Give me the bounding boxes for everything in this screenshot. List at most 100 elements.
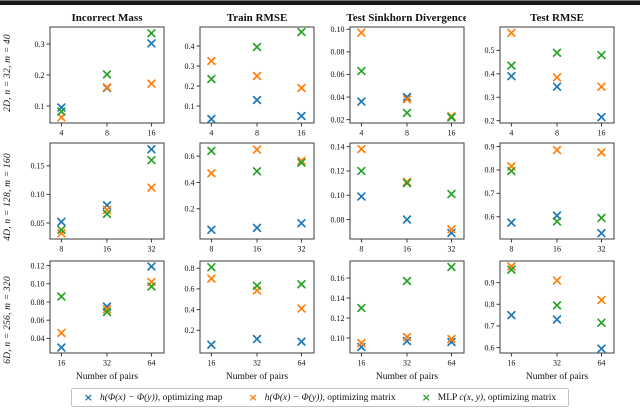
y-tick-label: 0.9 bbox=[485, 142, 495, 151]
y-tick-label: 0.10 bbox=[31, 190, 45, 199]
x-tick-label: 8 bbox=[105, 129, 109, 138]
data-point-marker bbox=[207, 146, 216, 156]
data-point-marker bbox=[207, 114, 216, 124]
x-axis: 4 8 16 bbox=[359, 123, 455, 138]
row-label-text: 6D, n = 256, m = 320 bbox=[3, 276, 14, 364]
y-tick-label: 0.4 bbox=[185, 305, 195, 314]
data-point-marker bbox=[252, 223, 262, 233]
x-tick-label: 16 bbox=[57, 359, 65, 368]
y-tick-label: 0.15 bbox=[31, 162, 45, 171]
data-point-marker bbox=[207, 340, 216, 349]
x-axis: 4 8 16 bbox=[209, 123, 305, 138]
subplot-canvas: 0.6 0.7 0.8 0.9 8 16 32 bbox=[485, 142, 615, 254]
data-point-marker bbox=[447, 189, 456, 199]
y-tick-label: 0.08 bbox=[331, 48, 345, 57]
x-tick-label: 64 bbox=[297, 359, 305, 368]
x-tick-label: 64 bbox=[147, 359, 155, 368]
data-point-marker bbox=[297, 111, 306, 121]
data-point-marker bbox=[57, 292, 66, 301]
data-point-marker bbox=[507, 28, 516, 38]
data-point-marker bbox=[402, 215, 412, 224]
data-point-marker bbox=[597, 228, 606, 238]
legend-marker-icon: × bbox=[248, 391, 258, 404]
data-point-marker bbox=[57, 225, 66, 235]
legend-item-0: × h(Φ(x) − Φ(y)), optimizing map bbox=[84, 392, 223, 403]
data-point-marker bbox=[207, 274, 216, 283]
series-1 bbox=[207, 145, 306, 178]
x-tick-label: 8 bbox=[509, 245, 513, 254]
subplot-canvas: 0.08 0.10 0.12 0.14 8 16 32 bbox=[331, 142, 465, 254]
legend-marker-icon: × bbox=[83, 391, 94, 404]
subplot-canvas: 0.6 0.7 0.8 0.9 16 32 64 Number of pairs bbox=[485, 260, 615, 382]
data-point-marker bbox=[552, 315, 562, 324]
series-0 bbox=[357, 336, 456, 352]
y-tick-label: 0.5 bbox=[485, 46, 495, 55]
data-point-marker bbox=[252, 42, 262, 52]
legend-label: h(Φ(x) − Φ(y)), optimizing map bbox=[100, 392, 223, 403]
legend-marker-icon: × bbox=[421, 391, 431, 404]
series-0 bbox=[507, 71, 606, 122]
plot-row-2: 6D, n = 256, m = 320 0.04 0.06 0.08 0.10 0.12… bbox=[0, 256, 640, 384]
series-1 bbox=[207, 56, 306, 93]
y-tick-label: 0.05 bbox=[31, 219, 45, 228]
data-point-marker bbox=[147, 145, 156, 154]
y-tick-label: 0.12 bbox=[31, 261, 45, 270]
data-point-marker bbox=[207, 168, 216, 178]
top-border bbox=[0, 0, 640, 5]
y-tick-label: 0.3 bbox=[485, 93, 495, 102]
y-tick-label: 0.16 bbox=[331, 274, 345, 283]
data-point-marker bbox=[147, 183, 156, 192]
subplot-canvas: 0.05 0.10 0.15 8 16 32 bbox=[31, 142, 165, 254]
y-axis: 0.10 0.12 0.14 0.16 bbox=[331, 274, 350, 343]
x-axis: 8 16 32 bbox=[209, 239, 305, 254]
y-tick-label: 0.10 bbox=[331, 25, 345, 34]
row-label-2: 6D, n = 256, m = 320 bbox=[0, 256, 16, 384]
data-point-marker bbox=[102, 307, 112, 317]
series-1 bbox=[357, 144, 456, 234]
data-point-marker bbox=[597, 82, 606, 91]
x-tick-label: 16 bbox=[403, 245, 411, 254]
y-tick-label: 0.12 bbox=[331, 167, 345, 176]
data-point-marker bbox=[57, 328, 66, 338]
data-point-marker bbox=[207, 262, 216, 272]
x-tick-label: 32 bbox=[147, 245, 155, 254]
data-point-marker bbox=[207, 74, 216, 84]
y-tick-label: 0.6 bbox=[185, 285, 195, 294]
x-axis: 4 8 16 bbox=[59, 123, 155, 138]
data-point-marker bbox=[552, 217, 562, 226]
x-tick-label: 32 bbox=[553, 359, 561, 368]
plot-grid: 2D, n = 32, m = 40 Incorrect Mass 0.1 0.2 0.… bbox=[0, 8, 640, 384]
series-0 bbox=[507, 310, 606, 353]
data-point-marker bbox=[507, 265, 516, 274]
series-1 bbox=[507, 28, 606, 91]
plot-frame bbox=[499, 142, 615, 240]
y-tick-label: 0.1 bbox=[185, 102, 195, 111]
x-tick-label: 4 bbox=[209, 129, 213, 138]
y-tick-label: 0.2 bbox=[185, 326, 195, 335]
y-tick-label: 0.14 bbox=[331, 294, 345, 303]
series-2 bbox=[357, 66, 456, 122]
subplot-canvas: 0.10 0.12 0.14 0.16 16 32 64 Number of pairs bbox=[331, 260, 465, 382]
data-point-marker bbox=[357, 66, 366, 76]
series-0 bbox=[207, 334, 306, 349]
subplot-r0-c3: Test RMSE 0.2 0.3 0.4 0.5 4 8 16 bbox=[466, 8, 616, 138]
data-point-marker bbox=[507, 218, 516, 227]
subplot-title: Test RMSE bbox=[530, 12, 584, 24]
subplot-r2-c3: 0.6 0.7 0.8 0.9 16 32 64 Number of pairs bbox=[466, 256, 616, 384]
subplot-title: Test Sinkhorn Divergence bbox=[346, 12, 466, 24]
y-tick-label: 0.12 bbox=[331, 314, 345, 323]
data-point-marker bbox=[402, 108, 412, 118]
x-tick-label: 64 bbox=[447, 359, 455, 368]
plot-row-0: 2D, n = 32, m = 40 Incorrect Mass 0.1 0.2 0.… bbox=[0, 8, 640, 138]
y-tick-label: 0.2 bbox=[185, 205, 195, 214]
row-label-text: 2D, n = 32, m = 40 bbox=[3, 34, 13, 112]
data-point-marker bbox=[57, 217, 66, 227]
data-point-marker bbox=[402, 178, 412, 188]
x-tick-label: 4 bbox=[509, 129, 513, 138]
subplot-title: Train RMSE bbox=[227, 12, 288, 24]
data-point-marker bbox=[357, 338, 366, 348]
data-point-marker bbox=[357, 144, 366, 154]
x-tick-label: 32 bbox=[103, 359, 111, 368]
data-point-marker bbox=[597, 112, 606, 122]
